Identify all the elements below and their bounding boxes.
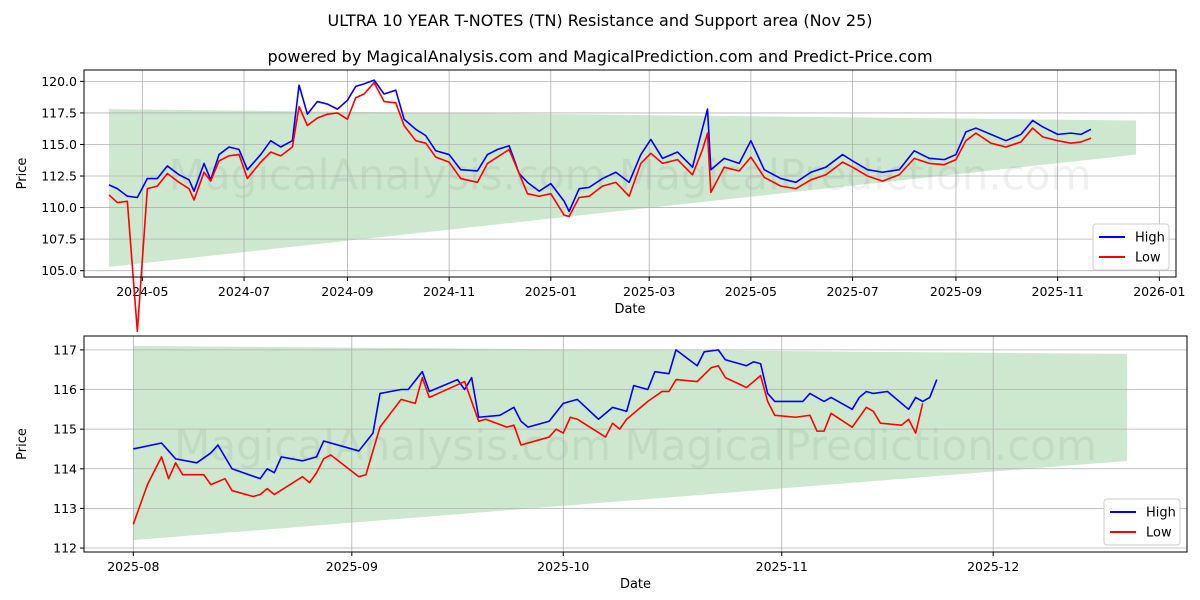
chart-subtitle: powered by MagicalAnalysis.com and Magic… [267,47,932,66]
legend-label-low: Low [1135,251,1161,266]
y-tick-label: 120.0 [41,74,77,89]
x-tick-label: 2026-01 [1133,284,1185,299]
y-tick-label: 115.0 [41,137,77,152]
x-tick-label: 2025-11 [1032,284,1084,299]
legend-label-high: High [1146,506,1176,521]
chart-1: MagicalAnalysis.com MagicalPrediction.co… [15,69,1185,333]
x-tick-label: 2024-11 [423,284,475,299]
x-tick-label: 2025-11 [756,559,808,574]
x-axis-label: Date [614,302,645,317]
x-tick-label: 2024-07 [218,284,270,299]
y-tick-label: 105.0 [41,263,77,278]
y-tick-label: 117.5 [41,105,77,120]
legend: High Low [1103,498,1181,546]
watermark: MagicalAnalysis.com MagicalPrediction.co… [174,421,1097,470]
axes-frame [83,335,1188,553]
support-resistance-band [133,345,1128,541]
chart-2: MagicalAnalysis.com MagicalPrediction.co… [15,335,1188,592]
series-line-low [108,81,1092,333]
y-tick-label: 117 [53,342,77,357]
legend-box [1103,498,1181,546]
legend-label-low: Low [1146,526,1172,541]
x-tick-label: 2024-09 [321,284,373,299]
series-line-low [132,364,924,525]
x-tick-label: 2025-10 [537,559,589,574]
y-tick-label: 112.5 [41,169,77,184]
legend-box [1092,223,1170,271]
y-tick-label: 116 [53,382,77,397]
x-tick-label: 2025-12 [967,559,1019,574]
y-axis-label: Price [15,428,30,460]
y-tick-label: 114 [53,461,77,476]
x-tick-label: 2025-01 [525,284,577,299]
x-axis-label: Date [620,577,651,592]
x-tick-label: 2025-09 [326,559,378,574]
x-tick-label: 2025-08 [107,559,159,574]
x-tick-label: 2025-09 [930,284,982,299]
x-tick-label: 2025-03 [623,284,675,299]
y-axis-label: Price [15,158,30,190]
support-resistance-band [109,109,1136,267]
legend: High Low [1092,223,1170,271]
y-tick-label: 112 [53,541,77,556]
chart-title: ULTRA 10 YEAR T-NOTES (TN) Resistance an… [328,11,873,30]
y-tick-label: 107.5 [41,232,77,247]
y-tick-label: 113 [53,501,77,516]
series-line-high [133,349,938,480]
x-tick-label: 2024-05 [116,284,168,299]
series-line-high [108,79,1092,213]
axes-frame [83,69,1177,278]
x-tick-label: 2025-05 [725,284,777,299]
x-tick-label: 2025-07 [826,284,878,299]
y-tick-label: 115 [53,422,77,437]
legend-label-high: High [1135,231,1165,246]
y-tick-label: 110.0 [41,200,77,215]
